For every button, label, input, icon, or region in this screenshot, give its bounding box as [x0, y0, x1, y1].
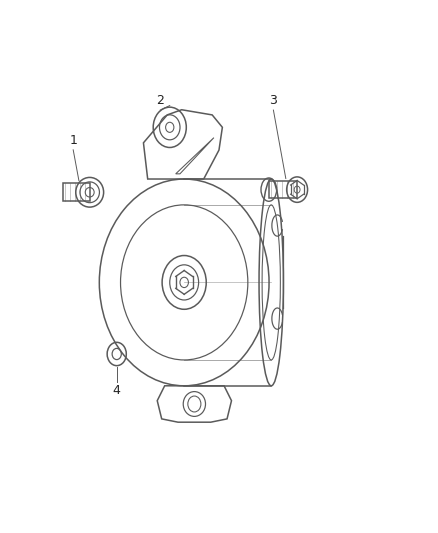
- Text: 1: 1: [69, 134, 77, 147]
- Text: 3: 3: [269, 94, 277, 108]
- Text: 4: 4: [113, 384, 120, 397]
- Text: 2: 2: [156, 94, 164, 108]
